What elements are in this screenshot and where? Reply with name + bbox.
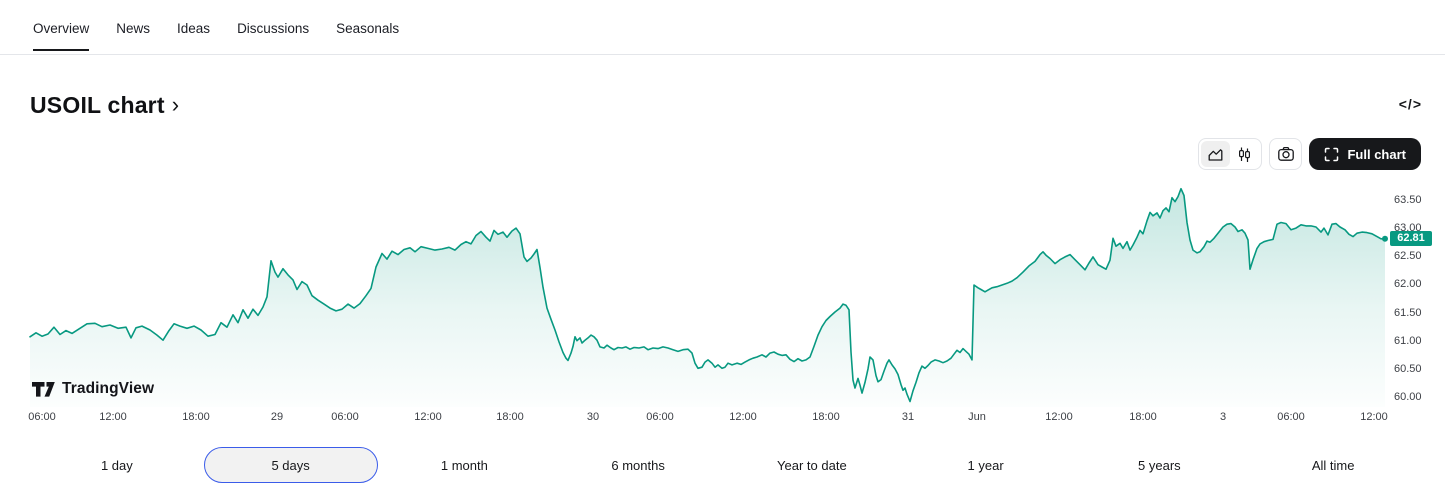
camera-icon[interactable] <box>1269 138 1303 170</box>
y-axis-label: 61.00 <box>1394 334 1422 347</box>
x-axis-tick: 06:00 <box>1277 411 1305 423</box>
x-axis-tick: 18:00 <box>182 411 210 423</box>
x-axis-tick: Jun <box>968 411 986 423</box>
tradingview-watermark[interactable]: TradingView <box>32 380 154 398</box>
x-axis-tick: 12:00 <box>1045 411 1073 423</box>
chevron-right-icon: › <box>171 91 180 117</box>
tab-discussions[interactable]: Discussions <box>237 21 310 36</box>
x-axis-tick: 30 <box>586 411 600 423</box>
area-chart-icon[interactable] <box>1201 141 1231 167</box>
x-axis-tick: 12:00 <box>414 411 442 423</box>
range-button-1-month[interactable]: 1 month <box>440 457 488 473</box>
y-axis-label: 62.00 <box>1394 278 1422 291</box>
full-chart-label: Full chart <box>1347 146 1406 162</box>
x-axis-tick: 18:00 <box>812 411 840 423</box>
chart-toolbar: Full chart <box>1198 138 1421 170</box>
tradingview-logo-icon <box>32 381 55 397</box>
range-selector: 1 day 5 days 1 month 6 months Year to date 1 … <box>30 447 1420 483</box>
x-axis-tick: 18:00 <box>496 411 524 423</box>
x-axis-tick: 12:00 <box>99 411 127 423</box>
x-axis-tick: 31 <box>901 411 915 423</box>
candlestick-icon[interactable] <box>1230 141 1259 167</box>
y-axis-label: 60.00 <box>1394 391 1422 403</box>
price-chart <box>29 187 1388 407</box>
y-axis-label: 60.50 <box>1394 362 1422 375</box>
x-axis-tick: 29 <box>270 411 284 423</box>
x-axis-tick: 3 <box>1219 411 1227 423</box>
range-button-1-year[interactable]: 1 year <box>967 457 1004 473</box>
y-axis-label: 63.00 <box>1394 222 1422 235</box>
range-button-5-days[interactable]: 5 days <box>203 447 378 483</box>
tab-seasonals[interactable]: Seasonals <box>336 21 400 36</box>
tab-ideas[interactable]: Ideas <box>177 21 211 36</box>
page-title: USOIL chart <box>30 92 165 118</box>
fullscreen-icon <box>1324 147 1339 162</box>
last-price-dot <box>1382 235 1388 242</box>
x-axis-tick: 12:00 <box>729 411 757 423</box>
chart-title-link[interactable]: USOIL chart › <box>30 92 179 119</box>
chart-canvas[interactable] <box>29 185 1388 407</box>
range-button-year-to-date[interactable]: Year to date <box>777 457 847 473</box>
chart-area-fill <box>30 188 1385 407</box>
range-button-6-months[interactable]: 6 months <box>611 457 665 473</box>
last-price-badge: 62.81 <box>1390 231 1432 247</box>
x-axis-tick: 06:00 <box>331 411 359 423</box>
chart-type-group <box>1198 138 1263 170</box>
x-axis-tick: 12:00 <box>1360 411 1388 423</box>
chart-line <box>29 187 1386 403</box>
symbol-tabs: Overview News Ideas Discussions Seasonals <box>33 21 399 51</box>
y-axis-label: 63.50 <box>1394 194 1422 206</box>
tab-overview[interactable]: Overview <box>33 21 90 51</box>
y-axis-label: 61.50 <box>1394 306 1422 319</box>
x-axis-tick: 18:00 <box>1129 411 1157 423</box>
x-axis-tick: 06:00 <box>28 411 56 423</box>
tabs-divider <box>0 54 1445 55</box>
range-button-1-day[interactable]: 1 day <box>100 457 133 473</box>
range-button-5-years[interactable]: 5 years <box>1138 457 1181 473</box>
full-chart-button[interactable]: Full chart <box>1309 138 1421 170</box>
y-axis-label: 62.50 <box>1394 250 1422 263</box>
tab-news[interactable]: News <box>116 21 151 36</box>
embed-code-icon[interactable]: </> <box>1398 96 1422 112</box>
x-axis-tick: 06:00 <box>646 411 674 423</box>
watermark-brand: TradingView <box>62 380 155 397</box>
range-button-all-time[interactable]: All time <box>1311 457 1355 473</box>
